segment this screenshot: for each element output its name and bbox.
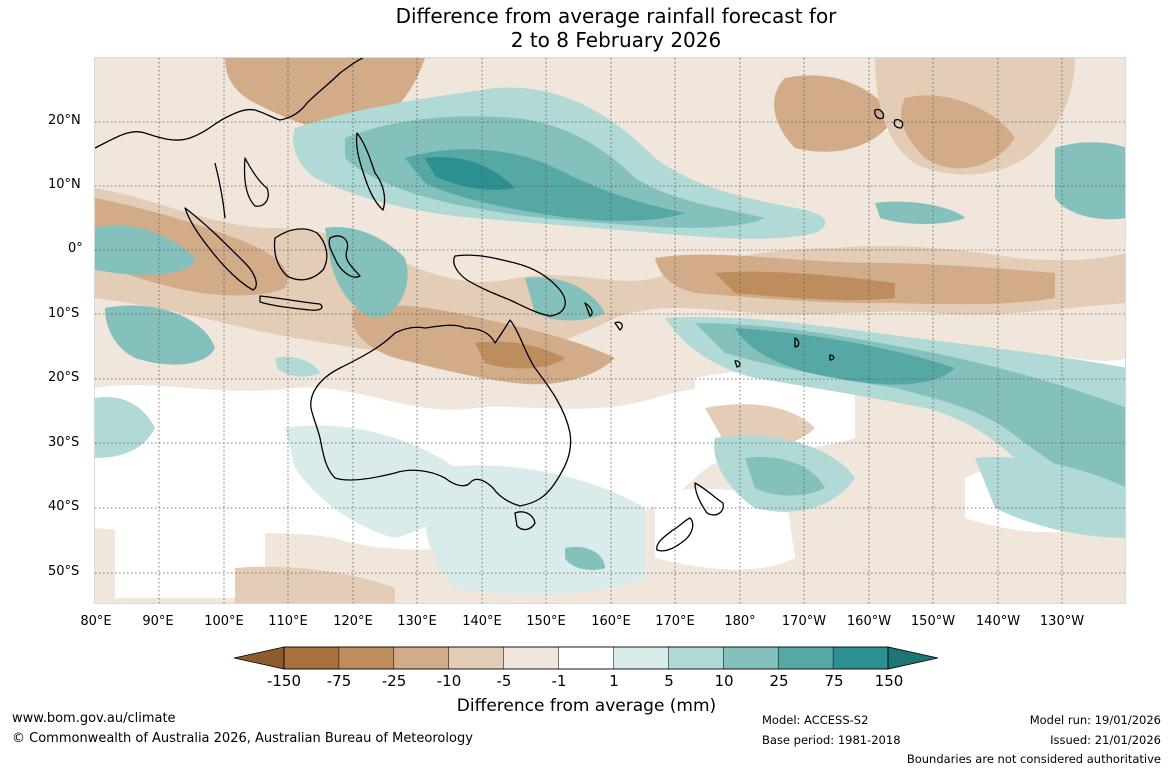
sulawesi-coastline [328, 235, 361, 278]
footer-disclaimer: Boundaries are not considered authoritat… [906, 752, 1161, 766]
lat-label-equator: 0° [68, 241, 83, 256]
colorbar-tick: -1 [551, 672, 567, 690]
colorbar-segment [503, 646, 560, 670]
colorbar-segment [613, 646, 670, 670]
lon-label-180: 180° [724, 614, 756, 629]
lon-label-160w: 160°W [846, 614, 892, 629]
lat-label-40s: 40°S [48, 499, 80, 514]
new-zealand-coastline [656, 482, 724, 552]
colorbar [234, 646, 938, 670]
colorbar-tick: 75 [824, 672, 844, 690]
colorbar-segment [448, 646, 505, 670]
pacific-islands [584, 302, 835, 368]
lon-label-160e: 160°E [591, 614, 631, 629]
above-average-areas [95, 87, 1125, 595]
colorbar-segment [777, 646, 834, 670]
lon-label-80e: 80°E [80, 614, 112, 629]
footer-model: Model: ACCESS-S2 [762, 713, 869, 727]
colorbar-tick: 25 [769, 672, 789, 690]
colorbar-segment [283, 646, 340, 670]
philippines-coastline [355, 132, 386, 211]
sumatra-coastline [184, 207, 257, 291]
graticule [95, 58, 1125, 603]
lon-label-140e: 140°E [462, 614, 502, 629]
lon-label-150w: 150°W [910, 614, 956, 629]
lat-label-10n: 10°N [48, 177, 81, 192]
colorbar-tick: -5 [496, 672, 512, 690]
title-line-1: Difference from average rainfall forecas… [395, 4, 837, 28]
hawaii-coastline [874, 108, 904, 129]
lat-label-20n: 20°N [48, 113, 81, 128]
tasmania-coastline [514, 511, 536, 531]
colorbar-tick: 10 [714, 672, 734, 690]
lon-label-150e: 150°E [526, 614, 566, 629]
lat-label-20s: 20°S [48, 370, 80, 385]
colorbar-segment [723, 646, 779, 670]
lon-label-110e: 110°E [268, 614, 308, 629]
australia-coastline [310, 319, 572, 507]
lon-label-130e: 130°E [397, 614, 437, 629]
map-canvas [95, 58, 1125, 603]
new-guinea-coastline [453, 254, 566, 317]
lat-label-50s: 50°S [48, 564, 80, 579]
lon-label-120e: 120°E [333, 614, 373, 629]
footer-url: www.bom.gov.au/climate [12, 711, 176, 726]
footer-model-run: Model run: 19/01/2026 [1029, 713, 1161, 727]
coastlines [95, 58, 904, 552]
colorbar-label: Difference from average (mm) [456, 696, 717, 716]
colorbar-tick: 1 [609, 672, 619, 690]
lon-label-140w: 140°W [975, 614, 1021, 629]
lon-label-170w: 170°W [781, 614, 827, 629]
lat-label-10s: 10°S [48, 306, 80, 321]
footer-copyright: © Commonwealth of Australia 2026, Austra… [12, 731, 473, 746]
footer-issued: Issued: 21/01/2026 [1050, 733, 1161, 747]
colorbar-segment [338, 646, 395, 670]
lat-label-30s: 30°S [48, 435, 80, 450]
colorbar-tick: 5 [664, 672, 674, 690]
map-title: Difference from average rainfall forecas… [0, 4, 1173, 52]
footer-base-period: Base period: 1981-2018 [762, 733, 901, 747]
rainfall-anomaly-map [94, 57, 1126, 604]
colorbar-tick: -10 [436, 672, 462, 690]
colorbar-segment [668, 646, 725, 670]
borneo-coastline [273, 228, 328, 281]
java-coastline [259, 295, 323, 311]
colorbar-segments [283, 646, 889, 670]
title-line-2: 2 to 8 February 2026 [510, 28, 722, 52]
colorbar-segment [558, 646, 615, 670]
lon-label-100e: 100°E [204, 614, 244, 629]
colorbar-extend-high [887, 646, 938, 670]
lon-label-90e: 90°E [142, 614, 174, 629]
colorbar-tick: -25 [381, 672, 407, 690]
colorbar-tick: 150 [874, 672, 904, 690]
colorbar-tick: -150 [266, 672, 302, 690]
colorbar-segment [832, 646, 889, 670]
lon-label-130w: 130°W [1039, 614, 1085, 629]
colorbar-segment [393, 646, 450, 670]
asia-coastline [95, 58, 364, 219]
colorbar-extend-low [234, 646, 285, 670]
colorbar-tick: -75 [326, 672, 352, 690]
lon-label-170e: 170°E [655, 614, 695, 629]
